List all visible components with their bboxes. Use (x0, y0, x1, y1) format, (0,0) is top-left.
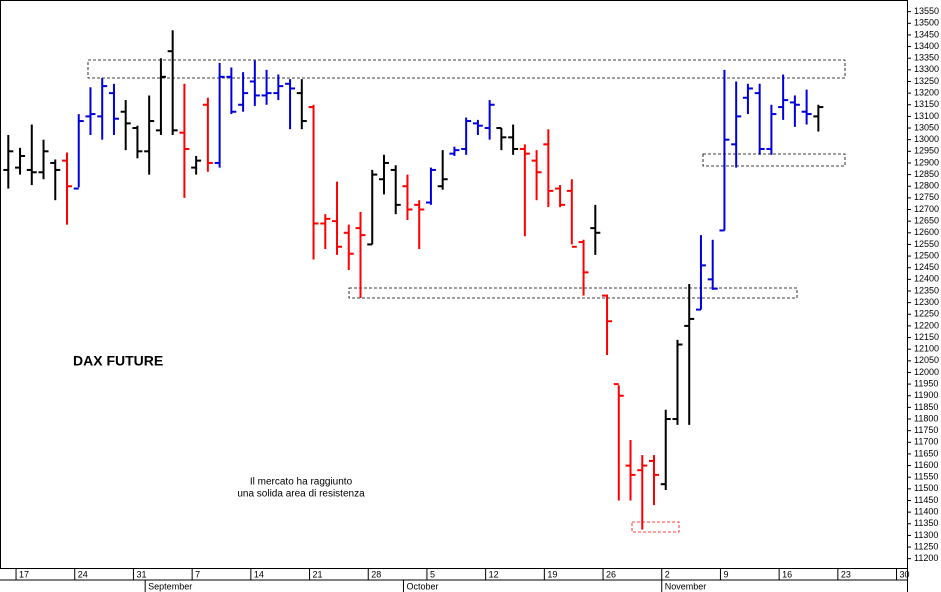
y-tick-label: 13550 (914, 6, 939, 16)
y-tick-label: 13500 (914, 18, 939, 28)
x-tick-label: 23 (841, 569, 851, 579)
y-tick-label: 13000 (914, 134, 939, 144)
plot-frame (0, 0, 908, 569)
y-tick-label: 12650 (914, 216, 939, 226)
y-tick-label: 13150 (914, 99, 939, 109)
y-tick-label: 11500 (914, 483, 938, 493)
y-tick-label: 12250 (914, 309, 939, 319)
x-tick-label: 31 (136, 569, 146, 579)
x-tick-label: 5 (430, 569, 435, 579)
support-box (348, 287, 798, 299)
y-tick-label: 12850 (914, 169, 939, 179)
y-tick-label: 12600 (914, 227, 939, 237)
y-tick-label: 12800 (914, 181, 939, 191)
x-tick-label: 21 (313, 569, 323, 579)
month-label: November (665, 581, 707, 591)
y-tick-label: 11750 (914, 425, 938, 435)
y-tick-label: 11700 (914, 437, 938, 447)
annotation: una solida area di resistenza (237, 489, 365, 500)
y-tick-label: 13050 (914, 122, 939, 132)
y-tick-label: 13300 (914, 64, 939, 74)
y-tick-label: 12500 (914, 250, 939, 260)
y-tick-label: 11900 (914, 390, 938, 400)
x-tick-label: 30 (900, 569, 910, 579)
y-tick-label: 11400 (914, 507, 938, 517)
resistance-box (87, 59, 846, 79)
y-tick-label: 11800 (914, 413, 938, 423)
y-tick-label: 11300 (914, 530, 938, 540)
month-label: September (148, 581, 192, 591)
y-tick-label: 11600 (914, 460, 938, 470)
y-tick-label: 13250 (914, 76, 939, 86)
annotation: Il mercato ha raggiunto (250, 477, 353, 488)
y-tick-label: 12900 (914, 157, 939, 167)
y-tick-label: 12150 (914, 332, 939, 342)
y-tick-label: 11950 (914, 378, 938, 388)
y-tick-label: 12450 (914, 262, 939, 272)
y-tick-label: 12200 (914, 320, 939, 330)
y-tick-label: 11850 (914, 402, 938, 412)
y-tick-label: 12100 (914, 344, 939, 354)
y-tick-label: 12550 (914, 239, 939, 249)
y-tick-label: 11250 (914, 541, 938, 551)
y-tick-label: 11650 (914, 448, 938, 458)
y-tick-label: 11200 (914, 553, 938, 563)
y-tick-label: 12700 (914, 204, 939, 214)
y-tick-label: 13100 (914, 111, 939, 121)
x-tick-label: 2 (665, 569, 670, 579)
y-tick-label: 13350 (914, 53, 939, 63)
y-tick-label: 12350 (914, 285, 939, 295)
x-tick-label: 24 (78, 569, 88, 579)
x-tick-label: 19 (547, 569, 557, 579)
x-tick-label: 28 (371, 569, 381, 579)
y-tick-label: 13450 (914, 29, 939, 39)
y-tick-label: 12400 (914, 274, 939, 284)
month-label: October (406, 581, 438, 591)
y-tick-label: 12750 (914, 192, 939, 202)
x-tick-label: 12 (489, 569, 499, 579)
chart-title: DAX FUTURE (73, 353, 163, 369)
x-tick-label: 7 (195, 569, 200, 579)
x-tick-label: 9 (723, 569, 728, 579)
y-tick-label: 11350 (914, 518, 938, 528)
low-box (631, 521, 680, 533)
y-tick-label: 11450 (914, 495, 938, 505)
y-tick-label: 13400 (914, 41, 939, 51)
support-box (702, 153, 846, 167)
y-tick-label: 11550 (914, 472, 938, 482)
x-tick-label: 14 (254, 569, 264, 579)
y-tick-label: 12000 (914, 367, 939, 377)
y-tick-label: 13200 (914, 87, 939, 97)
x-tick-label: 17 (19, 569, 29, 579)
x-tick-label: 26 (606, 569, 616, 579)
y-tick-label: 12050 (914, 355, 939, 365)
x-tick-label: 16 (782, 569, 792, 579)
y-tick-label: 12950 (914, 146, 939, 156)
y-tick-label: 12300 (914, 297, 939, 307)
